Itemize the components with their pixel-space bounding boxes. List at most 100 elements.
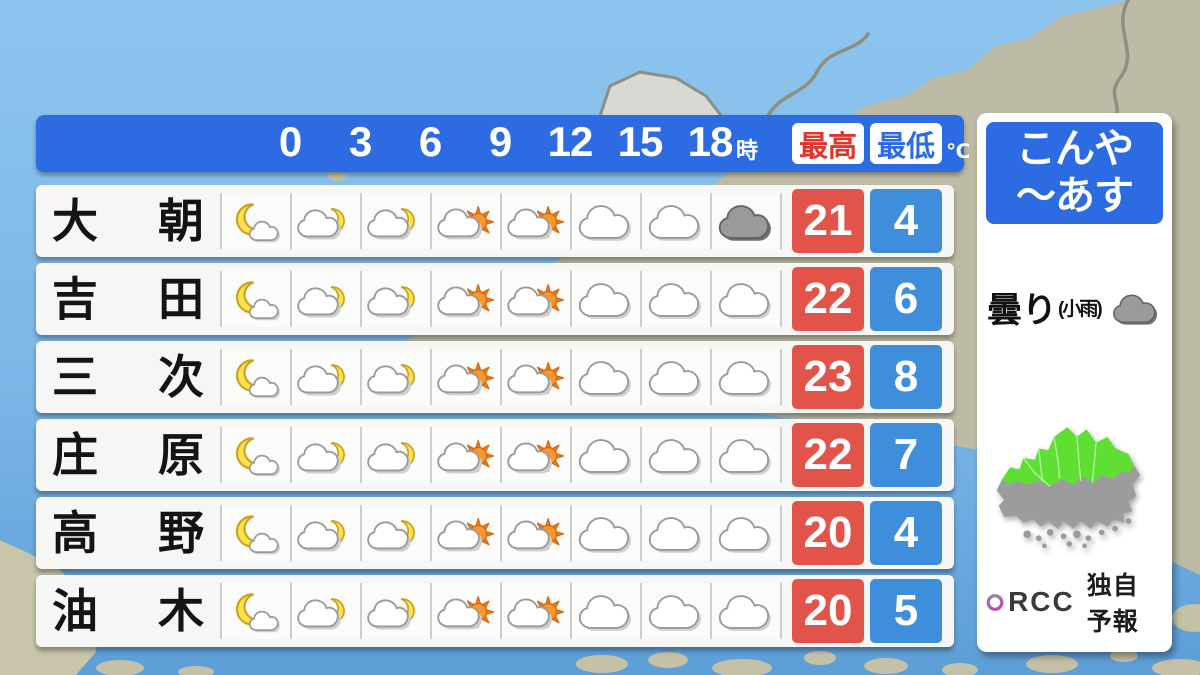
forecast-row-吉田: 吉田 22 6 <box>36 263 954 335</box>
cloud-moon-icon <box>296 198 356 244</box>
location-name-char: 田 <box>158 273 204 325</box>
moon-cloud-icon <box>226 276 286 322</box>
time-label: 6 <box>418 118 442 165</box>
weather-icon-cell <box>500 193 570 249</box>
weather-icon-cell <box>710 583 780 639</box>
cloudy-icon <box>646 510 706 556</box>
weather-icon-cell <box>640 505 710 561</box>
weather-icon-cell <box>360 505 430 561</box>
cloud-sun-icon <box>436 510 496 556</box>
column-divider <box>780 427 792 483</box>
weather-icon-cell <box>710 271 780 327</box>
weather-icon-cell <box>290 193 360 249</box>
weather-icon-cell <box>570 427 640 483</box>
weather-icon-cell <box>710 427 780 483</box>
time-label: 18 <box>687 118 734 165</box>
weather-icon-cell <box>290 505 360 561</box>
map-south-gray <box>996 465 1140 529</box>
cloud-moon-icon <box>296 588 356 634</box>
islands <box>96 604 1200 675</box>
forecast-rows: 大朝 21 4 吉田 22 6 三 次 23 8 庄原 22 7 高野 20 4 油 木 20 5 <box>36 185 964 647</box>
column-divider <box>780 349 792 405</box>
weather-icon-cell <box>500 505 570 561</box>
cloud-moon-icon <box>366 588 426 634</box>
rcc-logo: RCC 独自予報 <box>977 564 1172 652</box>
location-name-char: 次 <box>158 351 204 403</box>
location-name: 庄原 <box>36 432 220 478</box>
location-name-char: 庄 <box>52 429 98 481</box>
column-divider <box>780 271 792 327</box>
weather-icon-cell <box>500 349 570 405</box>
celsius-unit-label: ℃ <box>946 141 971 163</box>
cloudy-icon <box>646 588 706 634</box>
weather-icon-cell <box>220 583 290 639</box>
map-municipal-borders <box>1022 436 1097 488</box>
column-divider <box>780 583 792 639</box>
forecast-table: 時 最高 最低 ℃ 0 3 6 9 12 15 18 大朝 21 4 吉田 22 6 三次 23 8 庄原 22… <box>36 115 970 647</box>
cloud-sun-icon <box>436 432 496 478</box>
weather-icon-cell <box>360 583 430 639</box>
min-temp-value: 5 <box>870 579 942 643</box>
location-name-char: 三 <box>52 351 98 403</box>
max-temp-value: 20 <box>792 579 864 643</box>
dark-cloud-icon <box>1110 289 1162 327</box>
location-name-char: 木 <box>158 585 204 637</box>
weather-icon-cell <box>570 349 640 405</box>
time-label: 0 <box>278 118 302 165</box>
cloud-moon-icon <box>366 276 426 322</box>
weather-icon-cell <box>290 271 360 327</box>
map-north-green <box>1001 427 1134 487</box>
min-temp-value: 4 <box>870 189 942 253</box>
min-temp-value: 8 <box>870 345 942 409</box>
weather-icon-cell <box>640 427 710 483</box>
cloud-moon-icon <box>296 432 356 478</box>
min-temp-value: 7 <box>870 423 942 487</box>
cloud-sun-icon <box>506 198 566 244</box>
time-label: 3 <box>348 118 372 165</box>
weather-icon-cell <box>710 505 780 561</box>
time-label: 12 <box>547 118 594 165</box>
forecast-row-高野: 高野 20 4 <box>36 497 954 569</box>
weather-icon-cell <box>360 427 430 483</box>
cloud-moon-icon <box>366 354 426 400</box>
moon-cloud-icon <box>226 198 286 244</box>
forecast-row-大朝: 大朝 21 4 <box>36 185 954 257</box>
cloud-sun-icon <box>436 588 496 634</box>
location-name-char: 油 <box>52 585 98 637</box>
weather-icon-cell <box>360 271 430 327</box>
cloudy-icon <box>576 198 636 244</box>
time-label: 9 <box>488 118 512 165</box>
cloudy-icon <box>716 276 776 322</box>
weather-icon-cell <box>430 349 500 405</box>
weather-icon-cell <box>220 505 290 561</box>
weather-icon-cell <box>290 349 360 405</box>
moon-cloud-icon <box>226 510 286 556</box>
moon-cloud-icon <box>226 588 286 634</box>
cloud-sun-icon <box>436 276 496 322</box>
forecast-row-庄原: 庄原 22 7 <box>36 419 954 491</box>
cloudy-icon <box>716 432 776 478</box>
tonight-tomorrow-panel: こんや ～あす 曇り (小雨) <box>977 113 1172 652</box>
panel-title-line1: こんや <box>1016 126 1134 171</box>
moon-cloud-icon <box>226 432 286 478</box>
time-label: 15 <box>617 118 664 165</box>
location-name-char: 野 <box>158 507 204 559</box>
weather-icon-cell <box>570 271 640 327</box>
moon-cloud-icon <box>226 354 286 400</box>
cloud-moon-icon <box>366 510 426 556</box>
cloud-moon-icon <box>366 198 426 244</box>
weather-icon-cell <box>710 193 780 249</box>
prefecture-border <box>1112 0 1130 122</box>
min-temp-value: 4 <box>870 501 942 565</box>
weather-icon-cell <box>290 583 360 639</box>
location-name: 吉田 <box>36 276 220 322</box>
forecast-row-油木: 油 木 20 5 <box>36 575 954 647</box>
cloudy-icon <box>576 432 636 478</box>
weather-icon-cell <box>640 193 710 249</box>
cloud-moon-icon <box>296 354 356 400</box>
min-temp-value: 6 <box>870 267 942 331</box>
max-temp-value: 23 <box>792 345 864 409</box>
cloud-moon-icon <box>296 510 356 556</box>
cloudy-icon <box>716 354 776 400</box>
